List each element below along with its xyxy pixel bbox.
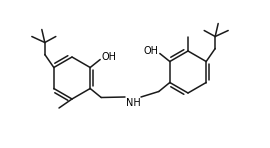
Text: NH: NH	[126, 98, 140, 108]
Text: OH: OH	[102, 52, 117, 62]
Text: OH: OH	[143, 45, 158, 56]
